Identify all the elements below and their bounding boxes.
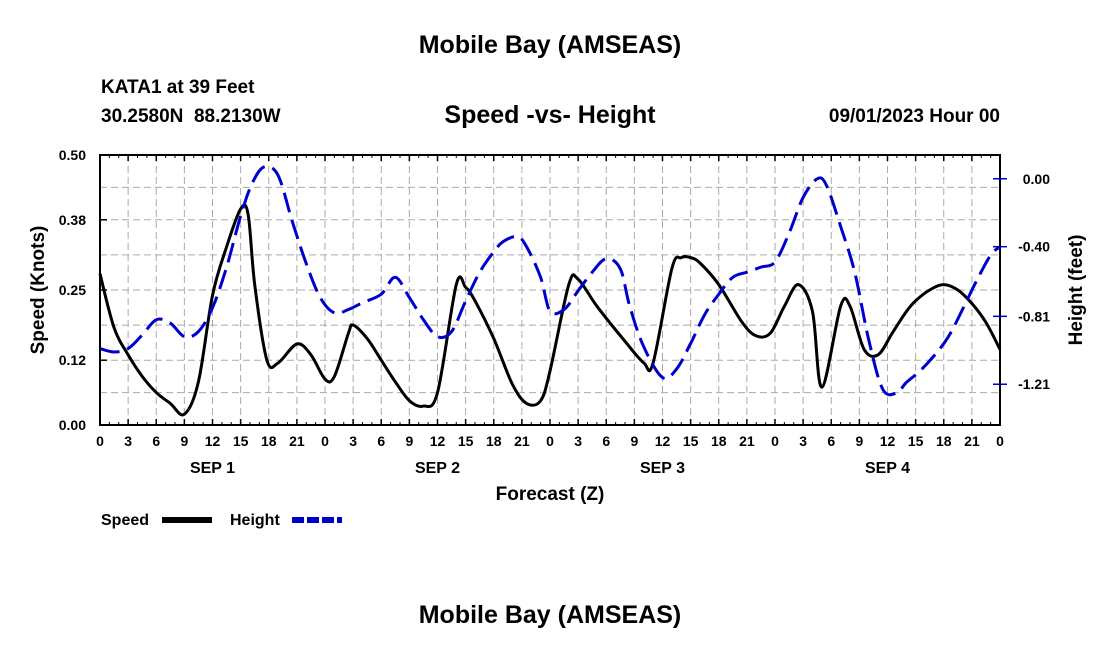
station-coordinates: 30.2580N 88.2130W <box>101 106 281 127</box>
x-tick-label: 18 <box>936 433 952 449</box>
x-tick-label: 12 <box>430 433 446 449</box>
x-day-label: SEP 1 <box>190 460 235 477</box>
left-axis-ticks: 0.00 0.12 0.25 0.38 0.50 <box>59 147 107 433</box>
x-day-label: SEP 4 <box>865 460 910 477</box>
x-tick-label: 21 <box>739 433 755 449</box>
x-tick-label: 12 <box>655 433 671 449</box>
x-tick-label: 3 <box>799 433 807 449</box>
right-axis-ticks: 0.00 -0.40 -0.81 -1.21 <box>993 171 1050 392</box>
y-tick-label: 0.38 <box>59 212 86 228</box>
x-tick-label: 3 <box>124 433 132 449</box>
legend-label-speed: Speed <box>101 512 149 529</box>
x-tick-label: 6 <box>377 433 385 449</box>
x-tick-label: 15 <box>233 433 249 449</box>
x-axis-ticks: 0 3 6 9 12 15 18 21 0 3 6 9 12 15 18 21 0 3 6 9 12 15 18 21 0 3 6 9… <box>96 155 1004 477</box>
y-tick-label: 0.50 <box>59 147 86 163</box>
x-tick-label: 21 <box>964 433 980 449</box>
x-tick-label: 3 <box>349 433 357 449</box>
x-tick-label: 9 <box>180 433 188 449</box>
y-axis-label-left: Speed (Knots) <box>28 226 49 355</box>
x-tick-label: 9 <box>405 433 413 449</box>
x-tick-label: 6 <box>602 433 610 449</box>
x-tick-label: 18 <box>261 433 277 449</box>
x-tick-label: 12 <box>880 433 896 449</box>
y-tick-label: 0.25 <box>59 282 86 298</box>
y-tick-label: 0.12 <box>59 352 86 368</box>
chart-title: Mobile Bay (AMSEAS) <box>418 31 682 59</box>
x-tick-label: 6 <box>152 433 160 449</box>
x-axis-label: Forecast (Z) <box>496 484 605 505</box>
x-tick-label: 9 <box>630 433 638 449</box>
y2-tick-label: 0.00 <box>1023 171 1050 187</box>
y-axis-label-right: Height (feet) <box>1066 235 1087 346</box>
chart-legend: Speed Height <box>101 512 342 529</box>
x-tick-label: 9 <box>855 433 863 449</box>
x-day-label: SEP 3 <box>640 460 685 477</box>
y-tick-label: 0.00 <box>59 417 86 433</box>
x-tick-label: 0 <box>321 433 329 449</box>
x-tick-label: 21 <box>289 433 305 449</box>
x-tick-label: 18 <box>711 433 727 449</box>
x-tick-label: 3 <box>574 433 582 449</box>
x-day-label: SEP 2 <box>415 460 460 477</box>
chart-subtitle: Speed -vs- Height <box>444 101 656 129</box>
x-tick-label: 0 <box>996 433 1004 449</box>
x-tick-label: 0 <box>771 433 779 449</box>
legend-label-height: Height <box>230 512 280 529</box>
x-tick-label: 0 <box>96 433 104 449</box>
x-tick-label: 0 <box>546 433 554 449</box>
y2-tick-label: -1.21 <box>1018 376 1050 392</box>
y2-tick-label: -0.40 <box>1018 239 1050 255</box>
x-tick-label: 15 <box>908 433 924 449</box>
x-tick-label: 6 <box>827 433 835 449</box>
x-tick-label: 12 <box>205 433 221 449</box>
series-line-speed <box>98 203 1002 417</box>
station-label: KATA1 at 39 Feet <box>101 77 255 98</box>
forecast-datetime: 09/01/2023 Hour 00 <box>828 106 1000 127</box>
y2-tick-label: -0.81 <box>1018 308 1050 324</box>
x-tick-label: 15 <box>458 433 474 449</box>
chart-series <box>98 164 1002 417</box>
x-tick-label: 18 <box>486 433 502 449</box>
footer-title: Mobile Bay (AMSEAS) <box>418 601 682 629</box>
x-tick-label: 21 <box>514 433 530 449</box>
chart-grid <box>99 155 1001 425</box>
x-tick-label: 15 <box>683 433 699 449</box>
